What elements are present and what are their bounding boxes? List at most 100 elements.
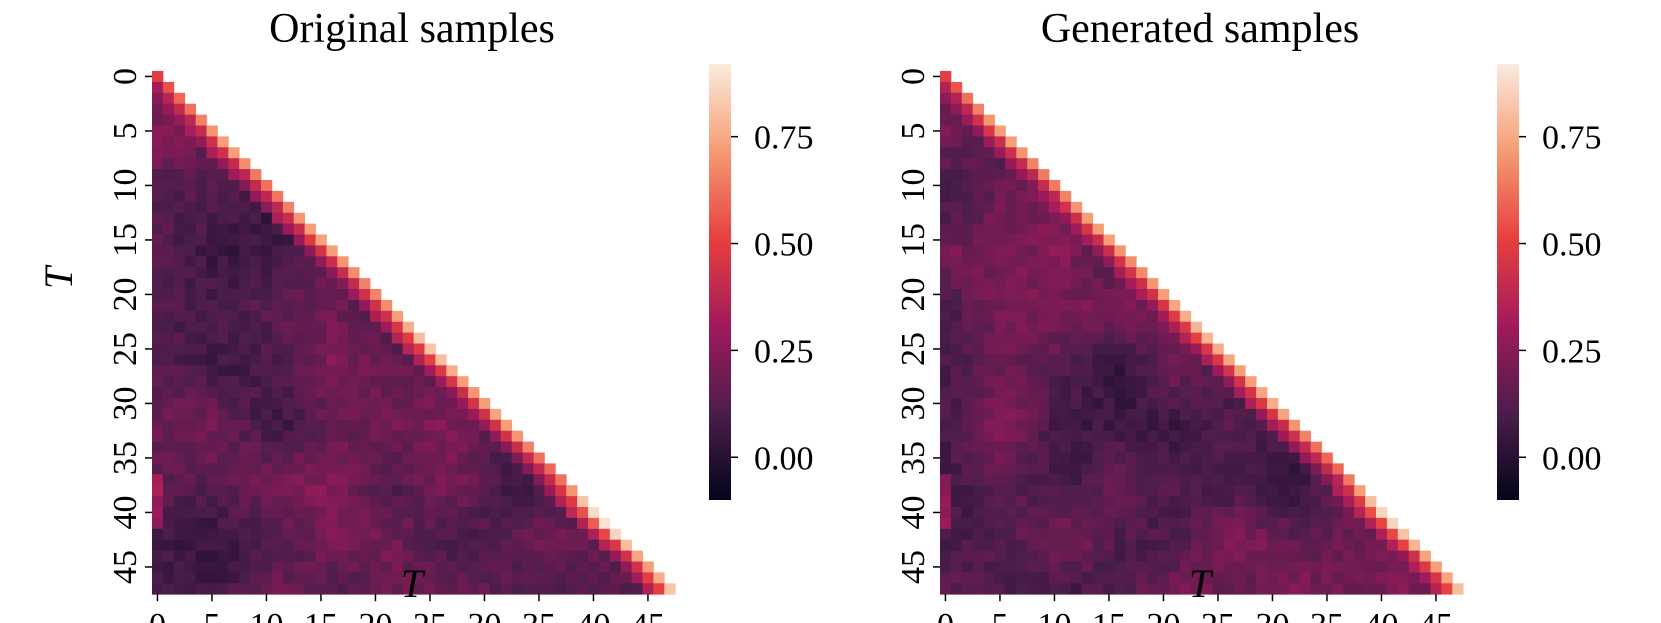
heatmap-cell (1277, 463, 1290, 475)
heatmap-cell (1419, 550, 1431, 562)
heatmap-cell (173, 474, 186, 486)
heatmap-cell (293, 267, 305, 279)
colorbar-original (709, 64, 731, 500)
heatmap-cell (940, 398, 952, 410)
heatmap-cell (961, 507, 974, 519)
heatmap-cell (1136, 463, 1148, 475)
heatmap-cell (206, 507, 218, 519)
heatmap-cell (994, 539, 1006, 551)
heatmap-cell (326, 441, 338, 453)
heatmap-cell (972, 485, 984, 497)
heatmap-cell (1081, 507, 1093, 519)
heatmap-cell (239, 398, 251, 410)
heatmap-cell (1310, 441, 1322, 453)
heatmap-cell (1136, 343, 1148, 355)
heatmap-cell (1027, 441, 1039, 453)
heatmap-cell (994, 201, 1006, 214)
heatmap-cell (1049, 267, 1061, 279)
heatmap-cell (195, 408, 207, 421)
heatmap-cell (940, 92, 952, 105)
heatmap-cell (1212, 463, 1224, 475)
heatmap-cell (1365, 517, 1377, 530)
heatmap-cell (337, 321, 349, 333)
heatmap-cell (620, 550, 632, 562)
heatmap-cell (1081, 289, 1093, 301)
heatmap-cell (271, 343, 284, 355)
heatmap-cell (261, 419, 273, 432)
heatmap-cell (1027, 278, 1039, 290)
heatmap-cell (1147, 430, 1159, 442)
heatmap-cell (184, 256, 196, 268)
y-tick-label: 35 (107, 441, 144, 475)
heatmap-cell (1027, 452, 1039, 464)
heatmap-cell (1256, 528, 1268, 541)
heatmap-cell (1321, 485, 1333, 497)
heatmap-cell (940, 463, 952, 475)
heatmap-cell (1179, 507, 1192, 519)
heatmap-cell (1092, 398, 1104, 410)
heatmap-cell (206, 289, 218, 301)
heatmap-cell (1212, 485, 1224, 497)
heatmap-cell (1256, 387, 1268, 399)
heatmap-cell (972, 125, 984, 137)
heatmap-cell (1397, 561, 1410, 573)
heatmap-cell (380, 321, 393, 333)
x-tick-label: 10 (1037, 607, 1071, 623)
heatmap-cell (983, 289, 995, 301)
heatmap-cell (1234, 528, 1246, 541)
heatmap-cell (1147, 310, 1159, 323)
heatmap-cell (173, 92, 186, 105)
heatmap-cell (402, 550, 414, 562)
heatmap-cell (983, 169, 995, 181)
heatmap-cell (1256, 430, 1268, 442)
heatmap-cell (1201, 485, 1213, 497)
x-tick-label: 5 (203, 607, 220, 623)
heatmap-cell (1027, 201, 1039, 214)
heatmap-cell (271, 485, 284, 497)
heatmap-cell (217, 376, 229, 388)
heatmap-cell (315, 496, 327, 508)
heatmap-cell (940, 256, 952, 268)
heatmap-cell (1038, 496, 1050, 508)
heatmap-cell (1332, 539, 1344, 551)
heatmap-cell (983, 517, 995, 530)
heatmap-cell (1027, 267, 1039, 279)
heatmap-cell (304, 332, 316, 344)
heatmap-cell (961, 517, 974, 530)
heatmap-cell (961, 114, 974, 126)
heatmap-cell (983, 561, 995, 573)
heatmap-cell (380, 539, 393, 551)
heatmap-cell (961, 103, 974, 115)
heatmap-cell (326, 354, 338, 366)
heatmap-cell (1223, 485, 1235, 497)
heatmap-cell (239, 430, 251, 442)
heatmap-cell (162, 561, 175, 573)
heatmap-cell (1016, 158, 1028, 170)
heatmap-cell (195, 223, 207, 235)
heatmap-cell (424, 452, 436, 464)
heatmap-cell (348, 398, 360, 410)
heatmap-cell (250, 398, 262, 410)
heatmap-cell (1114, 463, 1126, 475)
heatmap-cell (435, 561, 447, 573)
heatmap-cell (250, 474, 262, 486)
heatmap-cell (972, 463, 984, 475)
heatmap-cell (533, 561, 545, 573)
heatmap-cell (1168, 572, 1181, 584)
heatmap-cell (271, 256, 284, 268)
heatmap-cell (994, 180, 1006, 192)
heatmap-cell (1049, 223, 1061, 235)
heatmap-cell (533, 463, 545, 475)
heatmap-cell (544, 539, 556, 551)
heatmap-cell (271, 234, 284, 246)
heatmap-cell (1038, 572, 1050, 584)
colorbar-ticks-generated: 0.000.250.500.75 (1519, 120, 1602, 477)
heatmap-cell (1070, 267, 1083, 279)
heatmap-cell (555, 507, 567, 519)
heatmap-cell (228, 190, 240, 203)
heatmap-cell (1267, 485, 1279, 497)
heatmap-cell (271, 583, 284, 595)
colorbar-tick-label: 0.00 (754, 440, 814, 477)
heatmap-cell (479, 583, 491, 595)
heatmap-cell (261, 190, 273, 203)
